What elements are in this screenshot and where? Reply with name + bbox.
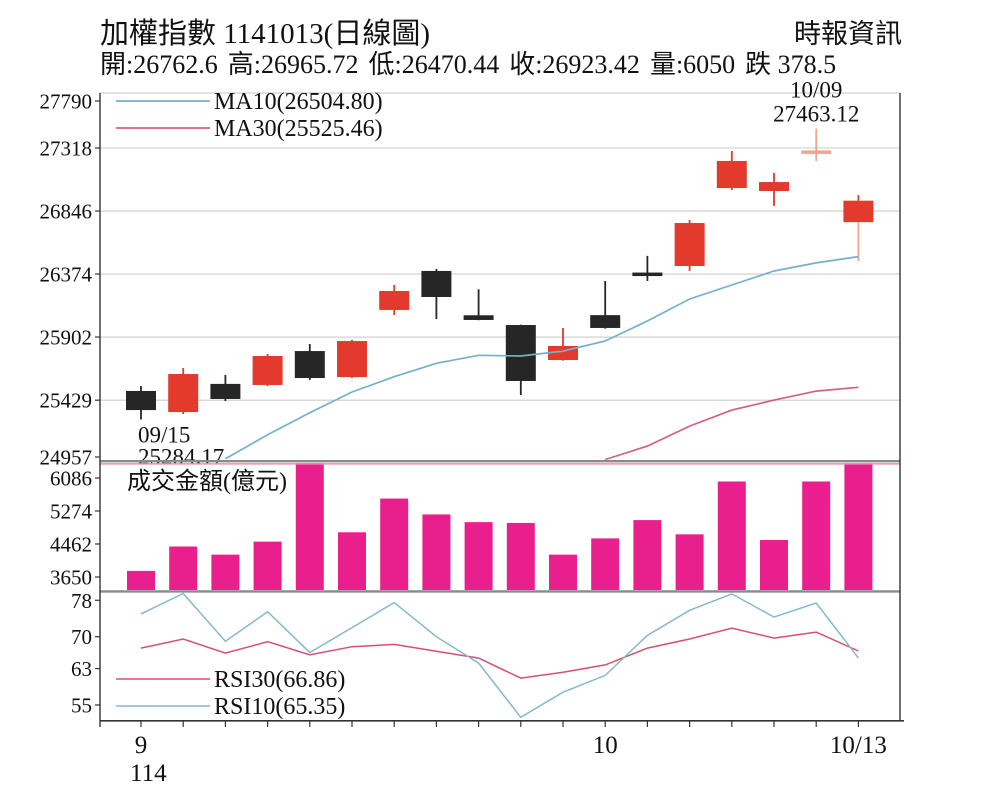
volume-bar <box>633 520 662 590</box>
candle-body <box>210 383 241 399</box>
price-ytick-label: 27318 <box>40 137 93 161</box>
volume-bar <box>675 534 704 590</box>
price-ytick-label: 25902 <box>40 326 93 350</box>
price-ytick-label: 27790 <box>40 90 93 114</box>
candle-body <box>252 356 283 385</box>
volume-bar <box>506 522 535 590</box>
rsi-legend-label: RSI30(66.86) <box>214 667 345 693</box>
ma30-line <box>604 386 859 461</box>
rsi-legend-label: RSI10(65.35) <box>214 694 345 720</box>
rsi-line <box>140 592 859 719</box>
quote-item: 量:6050 <box>649 50 736 79</box>
x-tick-label: 10 <box>593 732 618 759</box>
candle-body <box>463 315 494 320</box>
candle-body <box>126 390 156 411</box>
volume-bar <box>211 554 240 590</box>
price-legend-label: MA10(26504.80) <box>214 89 383 115</box>
x-tick-label: 9 <box>135 732 148 759</box>
volume-bar <box>127 570 155 590</box>
price-ytick-label: 26374 <box>40 263 93 287</box>
candle-body <box>801 150 832 154</box>
chart-title: 加權指數 1141013(日線圖) <box>100 18 430 50</box>
volume-bar <box>802 481 831 590</box>
source-label: 時報資訊 <box>794 19 902 49</box>
volume-bar <box>717 481 746 590</box>
volume-bar <box>464 522 493 590</box>
rsi-ytick-label: 63 <box>71 657 92 681</box>
candle-body <box>590 315 621 328</box>
candle-body <box>843 200 874 223</box>
quote-item: 收:26923.42 <box>509 50 640 79</box>
candle-body <box>379 290 410 310</box>
price-ytick-label: 25429 <box>40 389 93 413</box>
volume-ytick-label: 4462 <box>50 532 92 556</box>
quote-item: 開:26762.6 <box>100 50 218 79</box>
quote-item: 跌 378.5 <box>745 50 837 79</box>
volume-bar <box>295 463 324 590</box>
price-ytick-label: 26846 <box>40 200 93 224</box>
candle-body <box>421 270 452 297</box>
rsi-ytick-label: 70 <box>71 625 92 649</box>
volume-bar <box>338 532 366 590</box>
volume-bar <box>549 554 577 590</box>
annotation-date: 09/15 <box>138 423 190 448</box>
volume-bar <box>422 514 451 590</box>
candle-body <box>716 160 747 189</box>
candle-body <box>294 351 325 379</box>
volume-bar <box>760 540 788 590</box>
x-tick-label: 10/13 <box>830 732 887 759</box>
price-ytick-label: 24957 <box>40 446 93 470</box>
volume-ytick-label: 5274 <box>50 499 93 523</box>
header: 加權指數 1141013(日線圖) 時報資訊 <box>100 10 902 52</box>
volume-ytick-label: 3650 <box>50 565 92 589</box>
volume-bar <box>253 541 282 590</box>
rsi-ytick-label: 78 <box>71 589 92 613</box>
quote-item: 高:26965.72 <box>227 50 359 79</box>
rsi-ytick-label: 55 <box>71 693 92 717</box>
volume-ytick-label: 6086 <box>50 466 92 490</box>
price-legend-label: MA30(25525.46) <box>214 116 383 142</box>
annotation-value: 27463.12 <box>773 102 859 127</box>
quote-line: 開:26762.6 高:26965.72 低:26470.44 收:26923.42 量… <box>100 44 960 81</box>
ma10-line <box>224 255 859 460</box>
candle-body <box>674 223 705 267</box>
annotation-value: 25284.17 <box>138 445 224 470</box>
year-label: 114 <box>130 760 167 787</box>
volume-bar <box>591 538 620 590</box>
annotation-date: 10/09 <box>790 78 842 103</box>
candle-body <box>759 182 789 191</box>
volume-bar <box>169 546 198 590</box>
volume-bar <box>844 463 873 590</box>
candle-body <box>505 325 536 381</box>
candle-body <box>632 272 663 277</box>
quote-item: 低:26470.44 <box>368 50 500 79</box>
volume-pane-label: 成交金額(億元) <box>127 468 287 495</box>
volume-bar <box>380 498 409 590</box>
rsi-line <box>140 627 859 679</box>
candle-body <box>168 374 199 413</box>
candle-body <box>337 341 367 378</box>
